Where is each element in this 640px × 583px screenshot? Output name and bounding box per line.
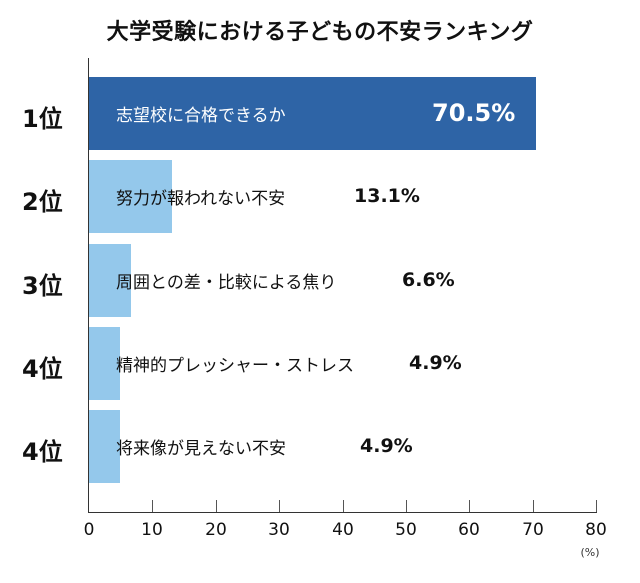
bar-value: 4.9%: [409, 352, 462, 374]
x-tick-mark: [406, 500, 407, 512]
x-tick-mark: [533, 500, 534, 512]
bar: [89, 410, 120, 483]
bar: [89, 244, 131, 317]
x-tick-label: 60: [458, 520, 480, 540]
x-axis-line: [88, 512, 597, 513]
x-tick-label: 30: [268, 520, 290, 540]
bar-value: 13.1%: [354, 185, 420, 207]
x-tick-label: 70: [522, 520, 544, 540]
bar-label: 努力が報われない不安: [116, 189, 286, 209]
x-tick-label: 20: [205, 520, 227, 540]
x-tick-mark: [596, 500, 597, 512]
bar: [89, 327, 120, 400]
bar-value: 4.9%: [360, 435, 413, 457]
rank-label: 2位: [22, 188, 63, 216]
x-tick-mark: [469, 500, 470, 512]
chart-title: 大学受験における子どもの不安ランキング: [106, 20, 534, 45]
x-axis-unit: (%): [580, 546, 600, 559]
x-tick-label: 0: [83, 520, 95, 540]
rank-label: 4位: [22, 438, 63, 466]
y-axis-line: [88, 58, 89, 513]
bar: [89, 77, 536, 150]
rank-label: 4位: [22, 355, 63, 383]
x-tick-mark: [279, 500, 280, 512]
x-tick-label: 80: [585, 520, 607, 540]
bar-label: 将来像が見えない不安: [116, 439, 286, 459]
bar-value: 6.6%: [402, 269, 455, 291]
x-tick-mark: [152, 500, 153, 512]
x-tick-label: 40: [332, 520, 354, 540]
x-tick-label: 50: [395, 520, 417, 540]
bar-value: 70.5%: [432, 99, 516, 127]
rank-label: 1位: [22, 105, 63, 133]
bar-label: 志望校に合格できるか: [116, 106, 286, 126]
bar-label: 精神的プレッシャー・ストレス: [116, 356, 354, 376]
x-tick-label: 10: [141, 520, 163, 540]
bar-label: 周囲との差・比較による焦り: [116, 273, 337, 293]
rank-label: 3位: [22, 272, 63, 300]
x-tick-mark: [216, 500, 217, 512]
x-tick-mark: [343, 500, 344, 512]
bar: [89, 160, 172, 233]
